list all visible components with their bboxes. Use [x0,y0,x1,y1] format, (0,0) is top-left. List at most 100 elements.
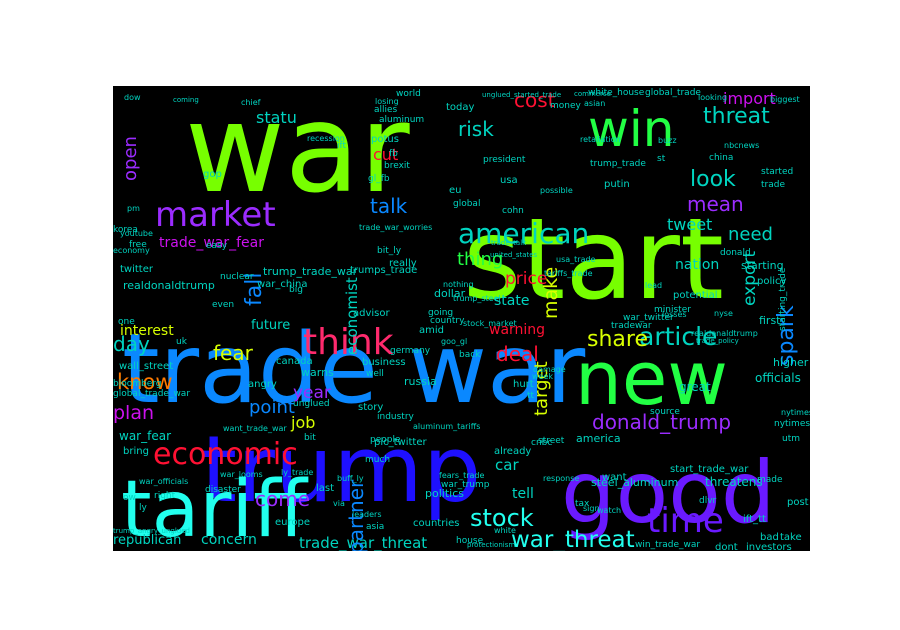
cloud-word: tariffs_trade [544,269,593,278]
cloud-word: win [588,100,674,158]
cloud-word: republican [113,533,181,548]
cloud-word: bit [304,433,316,443]
cloud-word: gop [203,169,222,180]
cloud-word: thing [457,249,503,270]
cloud-word: asia [366,522,384,532]
cloud-word: tradewar [611,321,652,331]
cloud-word: global [453,199,480,209]
cloud-word: industry [377,412,415,422]
cloud-word: great [679,380,711,394]
cloud-word: chief [241,98,261,107]
cloud-word: war_fear [119,429,171,443]
cloud-word: dlvr [699,496,717,506]
cloud-word: ift_tt [743,514,766,525]
cloud-word: trade [761,180,785,190]
cloud-word: lead [645,281,662,290]
cloud-word: buff_ly [337,474,364,483]
cloud-word: europe [275,517,310,528]
cloud-word: steel_aluminum [591,476,678,489]
cloud-word: coming [173,96,199,104]
cloud-word: wall_street [119,361,173,372]
cloud-word: well [366,369,384,379]
cloud-word: response [543,474,579,483]
cloud-word: global_trade_war [113,389,190,399]
cloud-word: losses [662,310,687,319]
cloud-word: make [540,267,562,319]
cloud-word: tt [527,391,535,401]
cloud-word: korea [113,225,138,235]
cloud-word: ow [123,493,136,503]
cloud-word: germany [390,346,431,356]
cloud-word: aluminum_tariffs [413,422,480,431]
cloud-word: white [494,526,516,535]
cloud-word: made [757,475,783,485]
cloud-word: united_states [490,251,538,259]
cloud-word: partner [344,479,368,551]
cloud-word: china [709,153,733,163]
cloud-word: cnbc [531,438,552,448]
cloud-word: look [690,167,736,192]
cloud-word: war [185,86,411,220]
cloud-word: canada [276,356,313,367]
cloud-word: cost [514,88,556,112]
cloud-word: think [303,322,394,363]
cloud-word: st [657,154,666,164]
cloud-word: nytimes [774,419,810,429]
cloud-word: even [212,300,234,310]
cloud-word: unglued_started_trade [482,91,561,99]
cloud-word: come [255,487,310,511]
cloud-word: war_officials [139,477,188,486]
cloud-word: nytimes [781,408,810,417]
cloud-word: watch [597,506,621,515]
cloud-word: allies [374,105,398,115]
cloud-word: nuclear [220,272,254,282]
cloud-word: pm [127,204,140,213]
cloud-word: realdonaldtrump [691,329,758,338]
cloud-word: easy [206,241,228,251]
cloud-word: talk [370,194,408,218]
cloud-word: advisor [353,308,391,319]
cloud-word: really [389,258,417,269]
cloud-word: policy [757,276,787,287]
cloud-word: threatens [705,475,763,489]
cloud-word: dont [715,542,738,551]
cloud-word: bit_ly [377,246,402,256]
cloud-word: war_looms [220,470,263,479]
cloud-word: trump_trade_war [263,265,358,278]
cloud-word: possible [540,186,573,195]
cloud-word: state [494,293,529,309]
cloud-word: job [290,413,315,432]
cloud-word: aluminum [379,115,424,125]
cloud-word: officials [755,371,801,385]
cloud-word: deal [496,342,539,366]
cloud-word: stock [470,504,534,532]
cloud-word: first [759,314,781,327]
cloud-word: fall [242,273,267,306]
cloud-word: car [495,456,519,474]
cloud-word: youtube [120,229,153,238]
cloud-word: higher [773,356,809,369]
word-cloud: war start trade war trump new good tariff win th… [113,86,810,551]
cloud-word: bad [760,532,779,543]
cloud-word: plan [113,402,154,424]
cloud-word: ift [337,141,347,151]
cloud-word: trade_war_worries [359,223,432,232]
cloud-word: started [761,167,793,177]
cloud-word: big [289,285,303,295]
cloud-word: goo_gl [441,337,467,346]
cloud-word: buzz [658,136,677,145]
cloud-word: stock_market [463,319,517,328]
cloud-word: source [650,407,680,417]
cloud-word: economist [343,277,361,355]
cloud-word: brexit [384,161,410,171]
cloud-word: trade_war_fear [159,235,264,251]
cloud-word: warning [489,322,545,338]
cloud-word: time [647,501,724,541]
cloud-word: point [249,397,295,418]
cloud-word: dow [124,93,141,102]
cloud-word: trump_angry_unglued [113,527,190,535]
cloud-word: post [787,497,809,508]
cloud-word: president [483,155,526,165]
cloud-word: asian [584,99,605,108]
cloud-word: today [446,102,475,113]
